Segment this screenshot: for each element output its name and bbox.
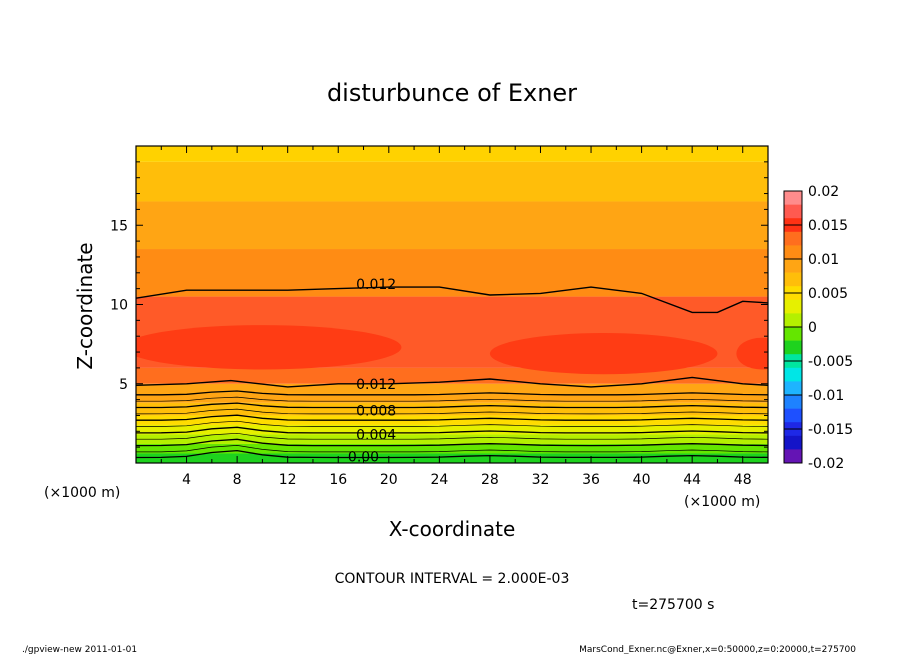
colorbar-segment xyxy=(784,259,802,273)
fill-band xyxy=(136,434,768,444)
colorbar-segment xyxy=(784,340,802,355)
chart-title: disturbunce of Exner xyxy=(327,79,577,107)
x-scale-right: (×1000 m) xyxy=(684,494,760,510)
colorbar-tick-label: -0.02 xyxy=(808,456,844,472)
x-axis: 4 8 12 16 20 24 28 32 36 40 44 48 xyxy=(135,146,769,488)
fill-lobe xyxy=(736,337,768,370)
x-tick-label: 44 xyxy=(683,472,701,488)
y-axis: 5 10 15 xyxy=(110,161,768,448)
colorbar-tick-label: -0.005 xyxy=(808,354,853,370)
y-tick-label: 10 xyxy=(110,298,128,314)
x-tick-label: 28 xyxy=(481,472,499,488)
colorbar-segment xyxy=(784,231,802,246)
contour-labels: 0.012 0.012 0.008 0.004 0.00 xyxy=(348,277,396,466)
contour-fill xyxy=(136,146,768,463)
x-tick-label: 48 xyxy=(734,472,752,488)
x-tick-label: 16 xyxy=(329,472,347,488)
contour-line xyxy=(136,420,768,427)
contour-label: 0.012 xyxy=(356,277,396,293)
x-axis-label: X-coordinate xyxy=(389,517,516,541)
fill-band xyxy=(136,161,768,202)
colorbar-tick-label: 0.01 xyxy=(808,252,839,268)
colorbar-tick-label: 0.005 xyxy=(808,286,848,302)
contour-lines xyxy=(136,286,768,459)
contour-line xyxy=(136,432,768,440)
x-tick-label: 4 xyxy=(182,472,191,488)
colorbar-segment xyxy=(784,367,802,382)
contour-line xyxy=(136,426,768,434)
colorbar-segment xyxy=(784,272,802,287)
fill-band xyxy=(136,146,768,162)
fill-band xyxy=(136,424,768,435)
colorbar-segment xyxy=(784,191,802,205)
x-tick-label: 24 xyxy=(430,472,448,488)
time-label: t=275700 s xyxy=(632,597,714,613)
contour-line xyxy=(136,449,768,459)
contour-line xyxy=(136,402,768,409)
fill-band xyxy=(136,443,768,454)
x-tick-label: 32 xyxy=(532,472,550,488)
colorbar-tick-label: 0 xyxy=(808,320,817,336)
colorbar-segment xyxy=(784,395,802,409)
fill-lobe xyxy=(136,325,402,370)
colorbar-tick-label: 0.015 xyxy=(808,218,848,234)
contour-line xyxy=(136,445,768,453)
colorbar-segment xyxy=(784,408,802,423)
colorbar-segment xyxy=(784,327,802,341)
contour-label: 0.012 xyxy=(356,377,396,393)
contour-line xyxy=(136,376,768,388)
x-tick-label: 8 xyxy=(233,472,242,488)
colorbar-segment xyxy=(784,204,802,219)
footer-left: ./gpview-new 2011-01-01 xyxy=(22,645,137,654)
colorbar-tick-label: -0.01 xyxy=(808,388,844,404)
contour-line xyxy=(136,390,768,396)
colorbar-segment xyxy=(784,245,802,260)
colorbar-segment xyxy=(784,299,802,314)
contour-line xyxy=(136,414,768,421)
y-tick-label: 5 xyxy=(119,377,128,393)
colorbar-segment xyxy=(784,449,802,464)
contour-label: 0.004 xyxy=(356,427,396,443)
fill-band xyxy=(136,383,768,403)
contour-label: 0.00 xyxy=(348,450,379,466)
colorbar: 0.02 0.015 0.01 0.005 0 -0.005 -0.01 -0.015 -0.0… xyxy=(783,184,853,472)
x-tick-label: 40 xyxy=(633,472,651,488)
footer-right: MarsCond_Exner.nc@Exner,x=0:50000,z=0:20… xyxy=(579,645,856,654)
x-tick-label: 36 xyxy=(582,472,600,488)
contour-line xyxy=(136,408,768,415)
colorbar-tick-label: -0.015 xyxy=(808,422,853,438)
x-tick-label: 20 xyxy=(380,472,398,488)
x-scale-left: (×1000 m) xyxy=(44,485,120,501)
x-tick-label: 12 xyxy=(279,472,297,488)
fill-band xyxy=(136,415,768,425)
contour-line xyxy=(136,286,768,314)
contour-label: 0.008 xyxy=(356,404,396,420)
colorbar-segment xyxy=(784,313,802,328)
contour-line xyxy=(136,438,768,447)
fill-lobe xyxy=(489,333,718,375)
y-tick-label: 15 xyxy=(110,218,128,234)
fill-band xyxy=(136,453,768,463)
y-axis-label: Z-coordinate xyxy=(73,242,97,369)
fill-band xyxy=(136,402,768,416)
colorbar-segment xyxy=(784,435,802,450)
fill-band xyxy=(136,201,768,250)
contour-interval: CONTOUR INTERVAL = 2.000E-03 xyxy=(335,571,570,587)
contour-line xyxy=(136,396,768,402)
colorbar-tick-label: 0.02 xyxy=(808,184,839,200)
colorbar-segment xyxy=(784,381,802,396)
